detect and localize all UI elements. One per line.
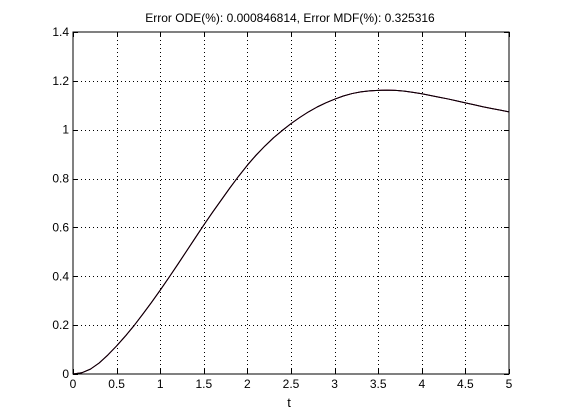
x-tick-label: 0	[70, 377, 77, 391]
grid-lines	[73, 32, 509, 374]
y-tick-label: 0.2	[52, 318, 69, 332]
x-tick-label: 0.5	[108, 377, 125, 391]
y-tick-label: 0.4	[52, 269, 69, 283]
x-tick-label: 2.5	[283, 377, 300, 391]
y-tick-label: 0.8	[52, 172, 69, 186]
x-tick-label: 5	[506, 377, 513, 391]
y-tick-labels: 0 0.2 0.4 0.6 0.8 1 1.2 1.4	[52, 25, 69, 381]
x-tick-label: 3	[331, 377, 338, 391]
x-tick-label: 2	[244, 377, 251, 391]
y-tick-label: 1	[62, 123, 69, 137]
chart-title: Error ODE(%): 0.000846814, Error MDF(%):…	[145, 11, 435, 25]
data-series	[72, 89, 510, 375]
x-axis-label: t	[287, 395, 291, 410]
x-tick-labels: 0 0.5 1 1.5 2 2.5 3 3.5 4 4.5 5	[70, 377, 513, 391]
y-tick-label: 1.2	[52, 74, 69, 88]
plot-area	[73, 32, 509, 374]
y-tick-label: 0	[62, 367, 69, 381]
series-line-3	[72, 89, 510, 375]
x-tick-label: 4.5	[457, 377, 474, 391]
x-tick-label: 4	[418, 377, 425, 391]
axis-ticks	[73, 32, 510, 375]
x-tick-label: 1	[157, 377, 164, 391]
x-tick-label: 1.5	[195, 377, 212, 391]
x-tick-label: 3.5	[370, 377, 387, 391]
y-tick-label: 0.6	[52, 220, 69, 234]
y-tick-label: 1.4	[52, 25, 69, 39]
